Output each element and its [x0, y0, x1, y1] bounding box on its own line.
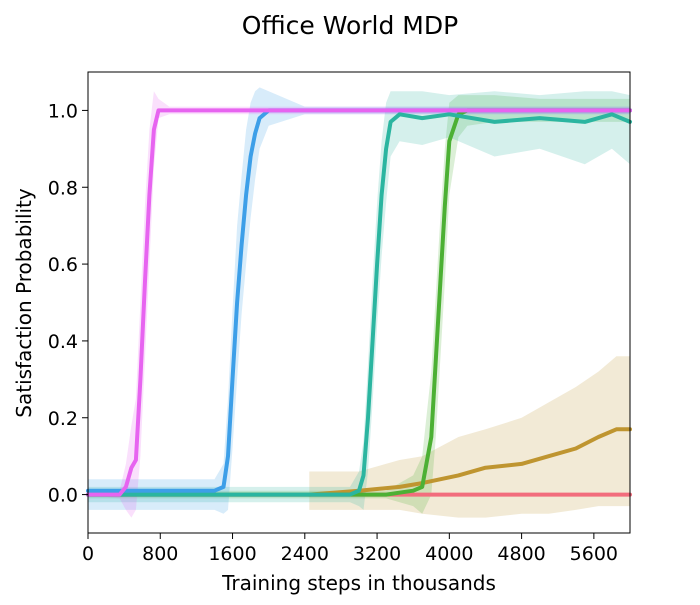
x-axis-ticks: 0 800 1600 2400 3200 4000 4800 5600	[82, 533, 618, 565]
x-tick-label: 4800	[497, 543, 545, 565]
x-tick-label: 4000	[425, 543, 473, 565]
y-tick-label: 0.8	[48, 177, 78, 199]
series-3-line	[86, 112, 632, 497]
y-tick-label: 0.2	[48, 408, 78, 430]
x-axis-label: Training steps in thousands	[221, 571, 496, 595]
y-tick-label: 1.0	[48, 100, 78, 122]
x-tick-label: 2400	[281, 543, 329, 565]
y-axis-ticks: 0.0 0.2 0.4 0.6 0.8 1.0	[48, 100, 88, 507]
chart-title: Office World MDP	[242, 11, 458, 40]
series-3-band	[88, 91, 630, 510]
x-tick-label: 1600	[208, 543, 256, 565]
y-axis-label: Satisfaction Probability	[12, 188, 36, 418]
series-lines	[86, 108, 632, 497]
series-bands	[88, 87, 630, 518]
x-tick-label: 800	[142, 543, 178, 565]
y-tick-label: 0.0	[48, 485, 78, 507]
plot-frame	[87, 71, 631, 534]
series-5-line	[86, 108, 632, 497]
x-tick-label: 0	[82, 543, 94, 565]
series-1-band	[309, 356, 630, 518]
y-tick-label: 0.4	[48, 331, 78, 353]
x-tick-label: 3200	[353, 543, 401, 565]
series-1-line	[307, 427, 632, 497]
x-tick-label: 5600	[570, 543, 618, 565]
y-tick-label: 0.6	[48, 254, 78, 276]
